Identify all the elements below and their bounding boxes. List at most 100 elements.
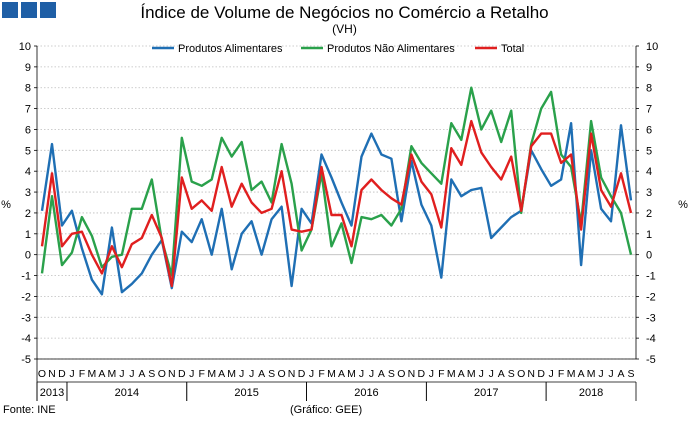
x-tick-label: M	[108, 368, 117, 380]
gridlines	[37, 45, 636, 360]
x-tick-label: M	[447, 368, 456, 380]
source-note: Fonte: INE	[3, 404, 56, 416]
x-tick-label: A	[258, 368, 265, 380]
x-tick-label: J	[189, 368, 194, 380]
x-tick-label: N	[48, 368, 56, 380]
x-tick-label: D	[537, 368, 545, 380]
x-tick-label: S	[148, 368, 155, 380]
y-tick-label: -5	[646, 354, 656, 366]
x-tick-label: J	[69, 368, 74, 380]
y-axis-right-ticks: -5 -4 -3 -2 -1 0 1 2 3 4 5 6 7 8 9 10	[636, 41, 658, 366]
x-tick-label: F	[558, 368, 564, 380]
x-tick-label: J	[598, 368, 603, 380]
x-tick-label: M	[207, 368, 216, 380]
x-tick-label: S	[628, 368, 635, 380]
x-tick-label: A	[218, 368, 225, 380]
y-tick-label: -3	[21, 312, 31, 324]
x-tick-label: J	[309, 368, 314, 380]
y-tick-label: -1	[646, 271, 656, 283]
x-tick-label: M	[88, 368, 97, 380]
series-line-0	[40, 121, 633, 296]
x-tick-label: N	[408, 368, 416, 380]
y-tick-label: 3	[646, 187, 652, 199]
x-tick-label: A	[458, 368, 465, 380]
y-tick-label: 0	[25, 250, 31, 262]
y-tick-label: 9	[25, 62, 31, 74]
chart-subtitle: (VH)	[332, 22, 357, 36]
x-tick-label: O	[517, 368, 525, 380]
y-tick-label: 7	[646, 104, 652, 116]
y-tick-label: 5	[25, 145, 31, 157]
y-tick-label: -4	[646, 333, 656, 345]
y-tick-label: -5	[21, 354, 31, 366]
x-tick-label: S	[388, 368, 395, 380]
y-tick-label: 6	[25, 124, 31, 136]
x-tick-label: D	[58, 368, 66, 380]
axes	[36, 46, 637, 401]
x-tick-label: N	[288, 368, 296, 380]
x-tick-label: M	[567, 368, 576, 380]
x-tick-label: J	[119, 368, 124, 380]
x-year-label: 2013	[40, 387, 64, 399]
x-tick-label: O	[397, 368, 405, 380]
y-tick-label: 10	[646, 41, 658, 53]
x-tick-label: A	[498, 368, 505, 380]
x-tick-label: D	[298, 368, 306, 380]
x-year-label: 2015	[234, 387, 258, 399]
x-year-label: 2017	[474, 387, 498, 399]
x-year-label: 2018	[579, 387, 603, 399]
x-tick-label: S	[268, 368, 275, 380]
x-tick-label: D	[178, 368, 186, 380]
x-tick-label: O	[278, 368, 286, 380]
y-tick-label: -2	[646, 291, 656, 303]
x-tick-label: J	[429, 368, 434, 380]
x-tick-label: A	[338, 368, 345, 380]
x-tick-label: A	[378, 368, 385, 380]
series-lines	[40, 86, 633, 296]
y-tick-label: 2	[646, 208, 652, 220]
y-tick-label: 6	[646, 124, 652, 136]
x-tick-label: J	[608, 368, 613, 380]
y-tick-label: -3	[646, 312, 656, 324]
x-tick-label: J	[129, 368, 134, 380]
legend-label: Produtos Alimentares	[178, 43, 283, 55]
x-tick-label: J	[249, 368, 254, 380]
x-year-label: 2014	[115, 387, 139, 399]
x-tick-label: J	[359, 368, 364, 380]
x-tick-label: M	[467, 368, 476, 380]
x-tick-label: M	[347, 368, 356, 380]
y-tick-label: 2	[25, 208, 31, 220]
x-tick-label: J	[239, 368, 244, 380]
series-line-1	[40, 86, 633, 277]
legend-label: Produtos Não Alimentares	[327, 43, 455, 55]
x-tick-label: J	[369, 368, 374, 380]
y-tick-label: 9	[646, 62, 652, 74]
y-axis-right-label: %	[678, 199, 688, 211]
chart-title: Índice de Volume de Negócios no Comércio…	[140, 3, 549, 22]
x-tick-label: A	[578, 368, 585, 380]
legend-label: Total	[501, 43, 524, 55]
y-tick-label: 1	[646, 229, 652, 241]
y-tick-label: 8	[25, 83, 31, 95]
series-line-2	[40, 119, 633, 288]
x-tick-label: O	[38, 368, 46, 380]
x-tick-label: A	[138, 368, 145, 380]
x-tick-label: M	[587, 368, 596, 380]
y-tick-label: 8	[646, 83, 652, 95]
x-tick-label: J	[489, 368, 494, 380]
x-tick-label: A	[98, 368, 105, 380]
x-tick-label: S	[508, 368, 515, 380]
y-axis-left-ticks: -5 -4 -3 -2 -1 0 1 2 3 4 5 6 7 8 9 10	[19, 41, 37, 366]
y-tick-label: 7	[25, 104, 31, 116]
y-tick-label: -2	[21, 291, 31, 303]
x-tick-label: N	[527, 368, 535, 380]
y-tick-label: 0	[646, 250, 652, 262]
x-tick-label: M	[327, 368, 336, 380]
y-tick-label: 5	[646, 145, 652, 157]
x-tick-label: F	[438, 368, 444, 380]
x-tick-label: F	[79, 368, 85, 380]
y-tick-label: 4	[25, 166, 31, 178]
y-axis-left-label: %	[1, 199, 11, 211]
